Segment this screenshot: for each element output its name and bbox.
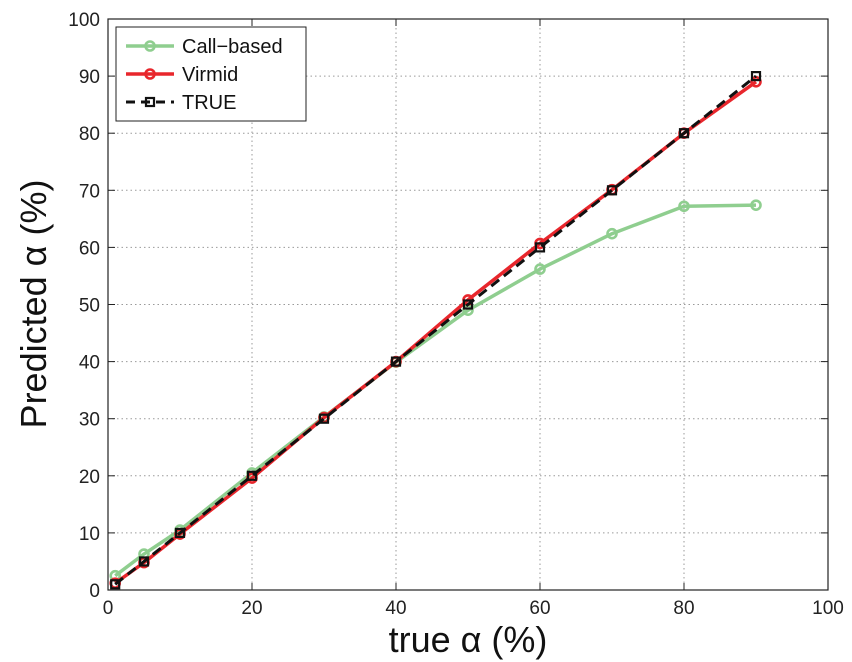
data-point (534, 242, 546, 253)
y-tick-label: 100 (68, 10, 100, 31)
data-point (318, 413, 330, 424)
grid (108, 19, 828, 590)
y-tick-label: 10 (79, 524, 100, 545)
y-tick-label: 90 (79, 67, 100, 88)
legend-label: TRUE (182, 92, 236, 114)
x-tick-label: 0 (103, 598, 114, 619)
data-point (606, 185, 618, 196)
data-point (138, 556, 150, 567)
x-axis-title: true α (%) (389, 619, 548, 660)
y-tick-label: 40 (79, 353, 100, 374)
legend-item: Virmid (126, 64, 238, 86)
y-tick-label: 70 (79, 181, 100, 202)
data-point (534, 263, 546, 275)
legend-item: TRUE (126, 92, 236, 114)
legend: Call−based Virmid TRUE (115, 26, 307, 122)
data-point (606, 227, 618, 240)
data-point (390, 356, 402, 367)
x-tick-label: 20 (241, 598, 262, 619)
data-point (678, 200, 690, 213)
y-tick-label: 30 (79, 410, 100, 431)
axis-ticks: 0 20 40 60 80 100 0 10 20 30 40 50 60 70 80 90 100 (68, 10, 844, 619)
y-tick-label: 50 (79, 296, 100, 317)
series-layer (109, 70, 762, 590)
x-tick-label: 80 (673, 598, 694, 619)
legend-marker (144, 40, 156, 52)
x-tick-label: 60 (529, 598, 550, 619)
legend-label: Call−based (182, 36, 283, 58)
legend-marker (144, 68, 156, 80)
data-point (462, 299, 474, 310)
legend-label: Virmid (182, 64, 238, 86)
legend-marker (144, 96, 156, 108)
data-point (750, 70, 762, 82)
data-point (110, 579, 121, 590)
legend-item: Call−based (126, 36, 283, 58)
data-point (174, 527, 186, 539)
y-tick-label: 60 (79, 238, 100, 259)
y-tick-label: 20 (79, 467, 100, 488)
data-point (246, 470, 258, 481)
y-tick-label: 80 (79, 124, 100, 145)
x-tick-label: 100 (812, 598, 844, 619)
data-point (678, 128, 690, 139)
x-tick-label: 40 (385, 598, 406, 619)
series-line (114, 74, 757, 586)
y-axis-title: Predicted α (%) (13, 180, 54, 429)
data-point (750, 199, 762, 211)
series-true (110, 70, 762, 590)
y-tick-label: 0 (89, 581, 100, 602)
